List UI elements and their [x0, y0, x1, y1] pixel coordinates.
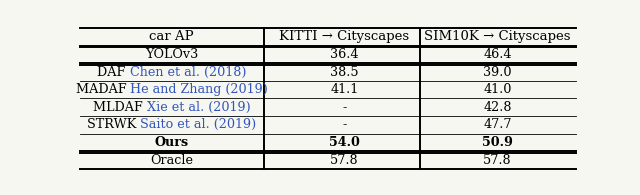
Text: DAF: DAF	[97, 66, 130, 79]
Text: 54.0: 54.0	[329, 136, 360, 149]
Text: MLDAF: MLDAF	[93, 101, 147, 114]
Text: Saito et al. (2019): Saito et al. (2019)	[140, 118, 257, 131]
Text: 46.4: 46.4	[483, 48, 512, 61]
Text: Xie et al. (2019): Xie et al. (2019)	[147, 101, 250, 114]
Text: 57.8: 57.8	[330, 154, 358, 167]
Text: KITTI → Cityscapes: KITTI → Cityscapes	[279, 30, 410, 43]
Text: 42.8: 42.8	[483, 101, 512, 114]
Text: 39.0: 39.0	[483, 66, 512, 79]
Text: Chen et al. (2018): Chen et al. (2018)	[130, 66, 246, 79]
Text: STRWK: STRWK	[87, 118, 140, 131]
Text: -: -	[342, 101, 346, 114]
Text: Ours: Ours	[155, 136, 189, 149]
Text: car AP: car AP	[150, 30, 194, 43]
Text: 38.5: 38.5	[330, 66, 358, 79]
Text: -: -	[342, 118, 346, 131]
Text: SIM10K → Cityscapes: SIM10K → Cityscapes	[424, 30, 571, 43]
Text: YOLOv3: YOLOv3	[145, 48, 198, 61]
Text: MADAF: MADAF	[76, 83, 130, 96]
Text: 57.8: 57.8	[483, 154, 512, 167]
Text: 47.7: 47.7	[483, 118, 512, 131]
Text: Oracle: Oracle	[150, 154, 193, 167]
Text: He and Zhang (2019): He and Zhang (2019)	[130, 83, 268, 96]
Text: 41.0: 41.0	[483, 83, 512, 96]
Text: 50.9: 50.9	[482, 136, 513, 149]
Text: 36.4: 36.4	[330, 48, 358, 61]
Text: 41.1: 41.1	[330, 83, 358, 96]
